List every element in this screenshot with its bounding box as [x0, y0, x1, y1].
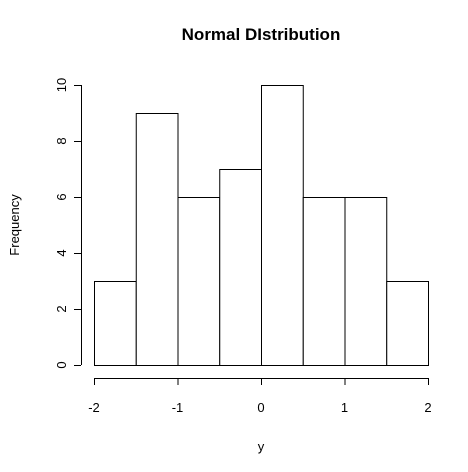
- y-tick-label: 10: [54, 78, 69, 92]
- histogram-bar: [344, 197, 388, 366]
- histogram-bar: [261, 85, 304, 366]
- x-tick-label: 0: [257, 400, 264, 415]
- y-tick-label: 8: [54, 137, 69, 144]
- histogram-bar: [135, 113, 179, 366]
- y-tick-label: 6: [54, 193, 69, 200]
- histogram-bar: [177, 197, 221, 366]
- histogram-bar: [302, 197, 346, 366]
- x-tick-label: 1: [341, 400, 348, 415]
- bars-group: [94, 85, 429, 366]
- y-axis: 0 2 4 6 8 10: [54, 78, 82, 369]
- histogram-bar: [386, 281, 429, 366]
- y-axis-label: Frequency: [7, 194, 22, 256]
- x-tick-label: 2: [424, 400, 431, 415]
- histogram-bar: [219, 169, 262, 366]
- y-tick-label: 0: [54, 361, 69, 368]
- y-tick-label: 2: [54, 305, 69, 312]
- x-axis-label: y: [258, 439, 265, 454]
- y-tick-label: 4: [54, 249, 69, 256]
- histogram-bar: [94, 281, 137, 366]
- chart-title: Normal DIstribution: [182, 25, 341, 44]
- x-axis: -2 -1 0 1 2: [88, 378, 432, 415]
- x-tick-label: -2: [88, 400, 100, 415]
- x-tick-label: -1: [172, 400, 184, 415]
